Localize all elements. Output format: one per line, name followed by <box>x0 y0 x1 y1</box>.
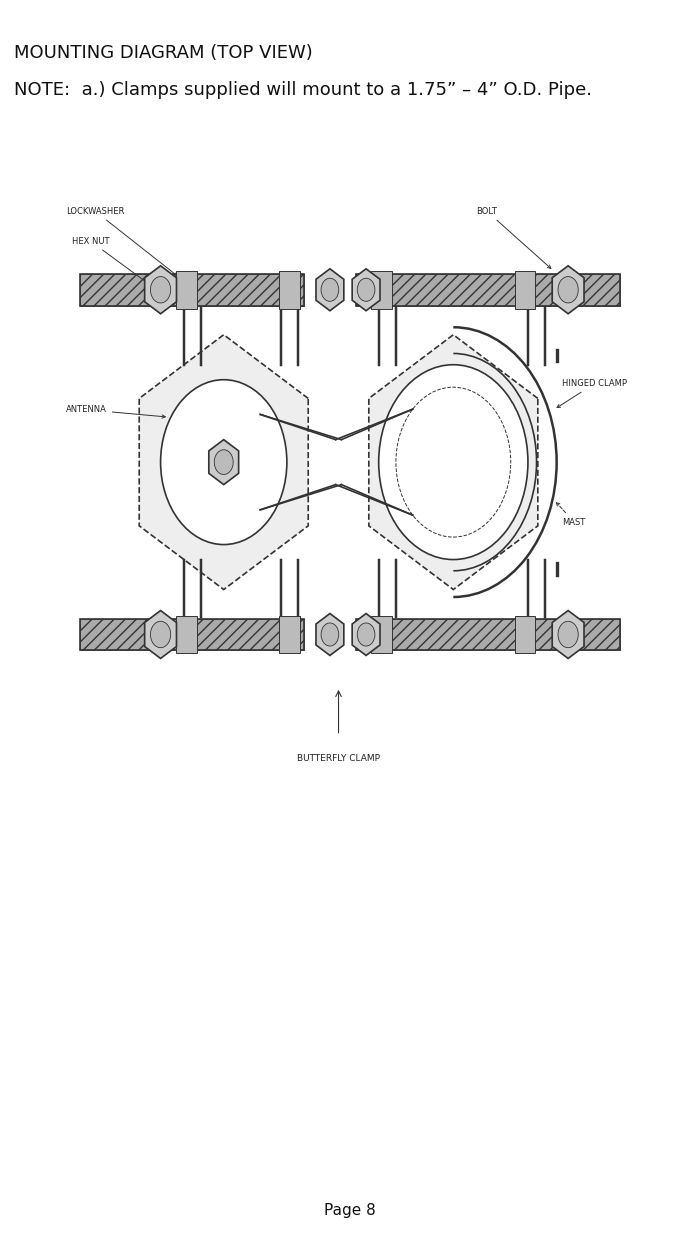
Circle shape <box>321 623 339 646</box>
Polygon shape <box>352 613 380 656</box>
Text: Page 8: Page 8 <box>324 1203 376 1218</box>
Bar <box>80 618 304 651</box>
Bar <box>356 618 620 651</box>
Circle shape <box>150 621 171 648</box>
Bar <box>80 618 304 651</box>
Bar <box>80 274 304 306</box>
Text: ANTENNA: ANTENNA <box>66 405 165 418</box>
Polygon shape <box>145 266 176 313</box>
Circle shape <box>357 623 375 646</box>
Polygon shape <box>552 266 584 313</box>
Bar <box>356 274 620 306</box>
Polygon shape <box>369 335 538 590</box>
Bar <box>279 616 300 653</box>
Bar <box>80 274 304 306</box>
Bar <box>279 271 300 309</box>
Polygon shape <box>552 611 584 658</box>
Bar <box>514 616 536 653</box>
Polygon shape <box>209 440 239 485</box>
Text: NOTE:  a.) Clamps supplied will mount to a 1.75” – 4” O.D. Pipe.: NOTE: a.) Clamps supplied will mount to … <box>14 81 592 99</box>
Text: MOUNTING DIAGRAM (TOP VIEW): MOUNTING DIAGRAM (TOP VIEW) <box>14 44 313 61</box>
Text: BUTTERFLY CLAMP: BUTTERFLY CLAMP <box>297 753 380 763</box>
Circle shape <box>357 279 375 301</box>
Text: HINGED CLAMP: HINGED CLAMP <box>557 378 627 407</box>
Bar <box>356 274 620 306</box>
Text: LOCKWASHER: LOCKWASHER <box>66 206 178 276</box>
Circle shape <box>214 450 233 475</box>
Text: BOLT: BOLT <box>476 206 551 269</box>
Text: HEX NUT: HEX NUT <box>71 236 169 299</box>
Bar <box>356 618 620 651</box>
Polygon shape <box>145 611 176 658</box>
Bar <box>371 616 392 653</box>
Bar <box>371 271 392 309</box>
Polygon shape <box>316 613 344 656</box>
Circle shape <box>379 365 528 560</box>
Polygon shape <box>352 269 380 311</box>
Circle shape <box>558 276 578 304</box>
Bar <box>514 271 536 309</box>
Polygon shape <box>316 269 344 311</box>
Circle shape <box>150 276 171 304</box>
Text: MAST: MAST <box>556 502 586 527</box>
Bar <box>176 271 197 309</box>
Bar <box>176 616 197 653</box>
Polygon shape <box>139 335 308 590</box>
Circle shape <box>558 621 578 648</box>
Circle shape <box>160 380 287 545</box>
Circle shape <box>321 279 339 301</box>
